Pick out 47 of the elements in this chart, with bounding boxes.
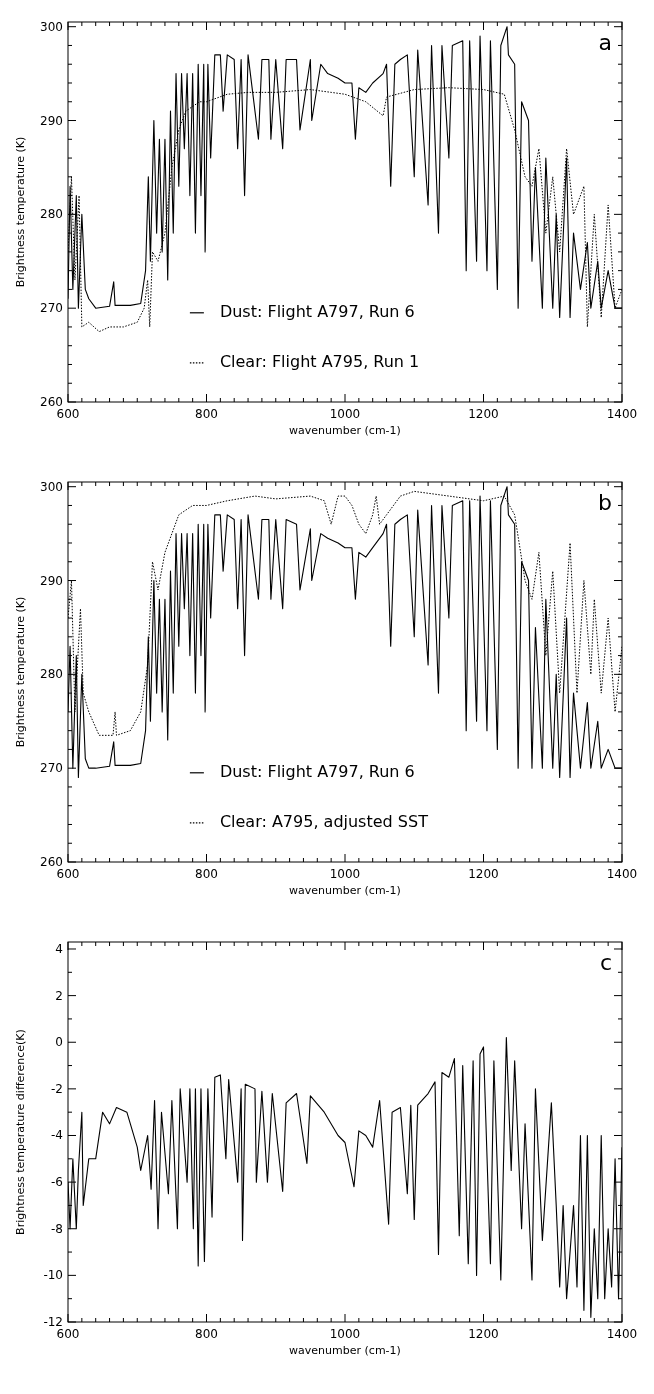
- x-axis-title: wavenumber (cm-1): [289, 884, 401, 897]
- y-tick-label: 300: [40, 19, 63, 34]
- y-tick-label: 4: [55, 941, 63, 956]
- y-tick-label: 300: [40, 479, 63, 494]
- x-tick-label: 1000: [329, 1327, 361, 1341]
- x-tick-label: 800: [195, 867, 218, 881]
- y-axis-title: Brightness temperature (K): [14, 136, 27, 288]
- y-tick-label: -10: [43, 1268, 63, 1283]
- x-tick-label: 800: [195, 407, 218, 421]
- x-tick-label: 1400: [606, 867, 638, 881]
- x-tick-label: 1000: [329, 407, 361, 421]
- y-tick-label: 270: [40, 761, 63, 776]
- y-tick-label: -2: [51, 1081, 63, 1096]
- y-tick-label: 280: [40, 667, 63, 682]
- annotation: a: [598, 30, 612, 55]
- y-tick-label: -12: [43, 1315, 63, 1329]
- y-tick-label: -8: [51, 1221, 63, 1236]
- y-axis-title: Brightness temperature difference(K): [14, 1029, 27, 1235]
- legend-label: Dust: Flight A797, Run 6: [219, 301, 415, 321]
- y-tick-label: 270: [40, 301, 63, 316]
- legend-label: Clear: A795, adjusted SST: [219, 811, 429, 831]
- legend-label: Clear: Flight A795, Run 1: [219, 351, 420, 371]
- y-tick-label: 290: [40, 573, 63, 588]
- y-tick-label: 260: [40, 395, 63, 409]
- legend-label: Dust: Flight A797, Run 6: [219, 761, 415, 781]
- x-tick-label: 1000: [329, 867, 361, 881]
- y-tick-label: 260: [40, 855, 63, 869]
- y-tick-label: 2: [55, 988, 63, 1003]
- x-tick-label: 600: [56, 407, 80, 421]
- y-tick-label: 0: [55, 1035, 63, 1050]
- x-tick-label: 1400: [606, 1327, 638, 1341]
- x-tick-label: 600: [56, 1327, 80, 1341]
- x-tick-label: 1200: [468, 1327, 499, 1341]
- y-tick-label: 290: [40, 113, 63, 128]
- x-tick-label: 1400: [606, 407, 638, 421]
- y-tick-label: -6: [51, 1175, 63, 1190]
- annotation: b: [598, 490, 612, 515]
- y-tick-label: 280: [40, 207, 63, 222]
- x-tick-label: 1200: [468, 867, 499, 881]
- x-tick-label: 800: [195, 1327, 218, 1341]
- x-tick-label: 1200: [468, 407, 499, 421]
- annotation: c: [599, 950, 612, 975]
- y-axis-title: Brightness temperature (K): [14, 596, 27, 748]
- x-axis-title: wavenumber (cm-1): [289, 1344, 401, 1357]
- y-tick-label: -4: [51, 1128, 63, 1143]
- x-tick-label: 600: [56, 867, 80, 881]
- x-axis-title: wavenumber (cm-1): [289, 424, 401, 437]
